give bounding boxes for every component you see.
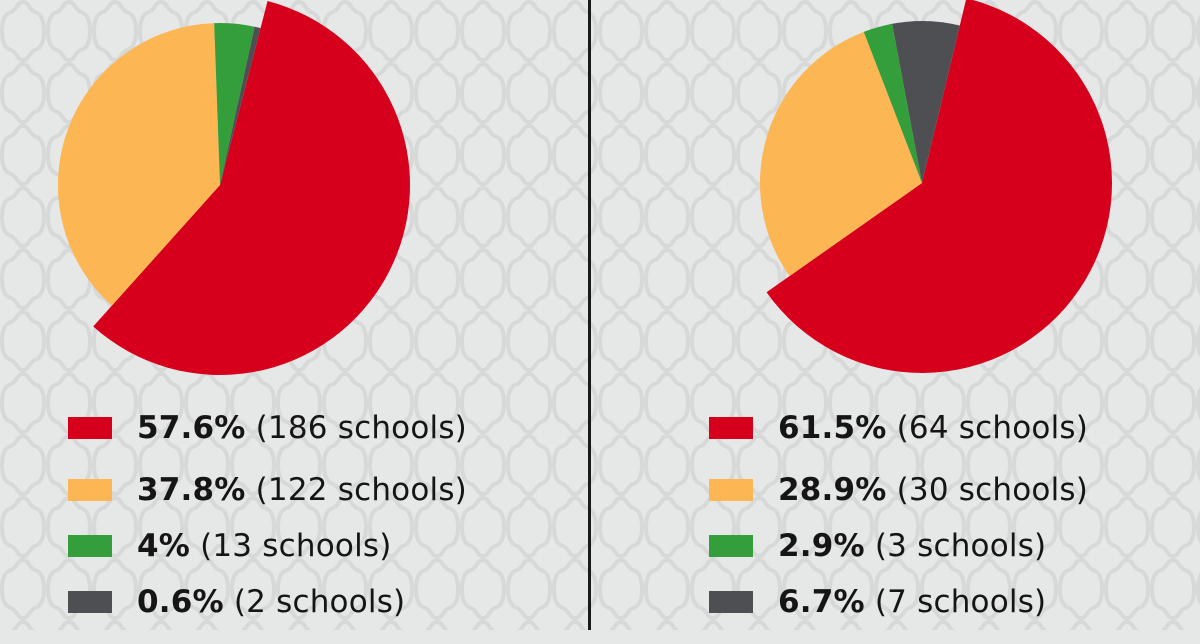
pie-slice [214, 23, 255, 186]
legend-count: (13 schools) [200, 528, 392, 564]
legend-count: (7 schools) [874, 584, 1047, 620]
legend-item: 37.8% (122 schools) [68, 470, 467, 510]
legend-item: 4% (13 schools) [68, 526, 467, 566]
legend-right: 61.5% (64 schools) 28.9% (30 schools) 2.… [709, 408, 1088, 644]
pie-slice [766, 0, 1112, 373]
legend-count: (2 schools) [233, 584, 406, 620]
legend-percent: 57.6% [137, 410, 246, 446]
panel-divider [588, 0, 591, 630]
swatch-gray [709, 591, 753, 613]
legend-percent: 4% [137, 528, 191, 564]
legend-percent: 0.6% [137, 584, 224, 620]
swatch-yellow [68, 479, 112, 501]
legend-count: (30 schools) [896, 472, 1089, 508]
legend-left: 57.6% (186 schools) 37.8% (122 schools) … [68, 408, 467, 644]
swatch-red [68, 417, 112, 439]
legend-count: (3 schools) [874, 528, 1047, 564]
legend-item: 6.7% (7 schools) [709, 582, 1088, 622]
pie-slice [863, 23, 922, 183]
swatch-red [709, 417, 753, 439]
pie-slice [58, 23, 220, 306]
legend-item: 28.9% (30 schools) [709, 470, 1088, 510]
legend-count: (122 schools) [255, 472, 467, 508]
swatch-green [68, 535, 112, 557]
pie-slice [220, 26, 261, 185]
legend-count: (186 schools) [255, 410, 467, 446]
legend-item: 57.6% (186 schools) [68, 408, 467, 448]
legend-percent: 6.7% [778, 584, 865, 620]
legend-item: 2.9% (3 schools) [709, 526, 1088, 566]
swatch-gray [68, 591, 112, 613]
legend-item: 0.6% (2 schools) [68, 582, 467, 622]
legend-percent: 28.9% [778, 472, 887, 508]
legend-percent: 61.5% [778, 410, 887, 446]
pie-slice [760, 31, 922, 277]
swatch-yellow [709, 479, 753, 501]
swatch-green [709, 535, 753, 557]
pie-chart-left [58, 1, 410, 375]
legend-item: 61.5% (64 schools) [709, 408, 1088, 448]
legend-percent: 37.8% [137, 472, 246, 508]
legend-percent: 2.9% [778, 528, 865, 564]
pie-slice [93, 1, 410, 375]
legend-count: (64 schools) [896, 410, 1089, 446]
pie-slice [892, 21, 960, 183]
pie-chart-right [760, 0, 1112, 373]
